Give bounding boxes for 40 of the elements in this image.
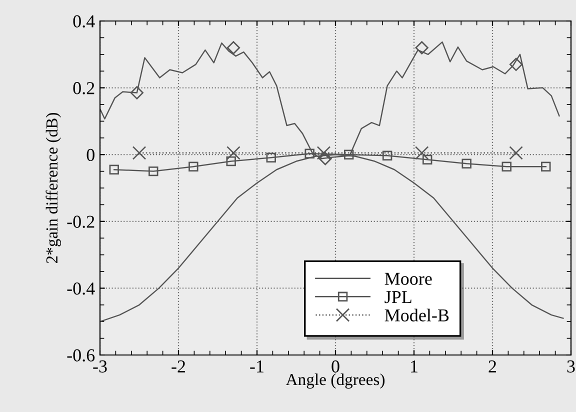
point [226,146,240,160]
point [148,166,158,176]
legend-label: JPL [384,291,412,304]
y-tick-label: 0.4 [73,15,95,28]
point [130,86,144,100]
y-tick-label: 0.2 [73,82,94,94]
point [318,152,332,166]
point [226,156,236,166]
x-tick-label: -3 [93,360,107,373]
point [462,158,472,168]
y-tick-label: -0.4 [67,282,95,295]
x-axis-title: Angle (dgrees) [286,373,385,389]
point [382,150,392,160]
x-tick-label: -2 [172,360,186,372]
y-tick-label: -0.6 [67,349,95,362]
point [509,58,523,72]
point [266,152,276,162]
point [344,150,354,160]
point [132,146,146,160]
point [109,164,119,174]
legend-label: Moore [384,272,432,285]
point [422,154,432,164]
y-axis-title: 2*gain difference (dB) [46,112,61,264]
x-tick-label: 2 [488,360,496,372]
legend-label: Model-B [384,308,449,322]
y-tick-label: 0 [86,148,94,162]
point [415,41,428,54]
point [304,148,314,158]
point [502,162,512,172]
x-tick-label: 3 [567,360,575,373]
point [188,162,198,172]
y-tick-label: -0.2 [67,216,94,228]
point [541,162,551,172]
point [509,146,523,160]
x-tick-label: 1 [411,360,418,372]
point [414,146,429,160]
x-tick-label: 0 [332,360,340,373]
x-tick-label: -1 [250,360,264,372]
point [316,146,331,160]
point [226,41,240,54]
